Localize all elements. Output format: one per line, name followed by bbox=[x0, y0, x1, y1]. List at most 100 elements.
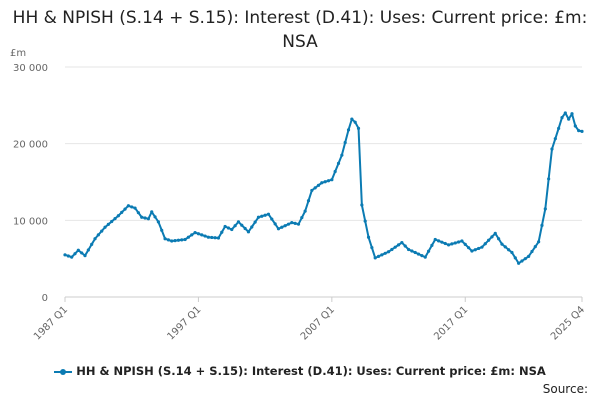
data-point bbox=[487, 238, 491, 242]
data-point bbox=[550, 147, 554, 151]
data-point bbox=[250, 225, 254, 229]
data-point bbox=[523, 257, 527, 261]
data-point bbox=[63, 253, 67, 257]
data-point bbox=[527, 254, 531, 258]
data-point bbox=[196, 232, 201, 236]
data-point bbox=[400, 240, 404, 245]
data-point bbox=[343, 140, 347, 145]
data-point bbox=[547, 177, 551, 181]
x-tick-label: 2017 Q1 bbox=[432, 304, 470, 342]
data-point bbox=[93, 237, 97, 241]
data-point bbox=[270, 217, 274, 221]
data-point bbox=[316, 183, 321, 187]
data-point bbox=[403, 244, 407, 248]
data-point bbox=[396, 243, 401, 247]
data-point bbox=[540, 223, 544, 227]
data-point bbox=[320, 181, 324, 185]
x-tick-label: 2025 Q4 bbox=[549, 304, 587, 342]
data-point bbox=[533, 245, 537, 249]
data-point bbox=[123, 207, 127, 211]
x-tick-label: 1987 Q1 bbox=[32, 304, 70, 342]
legend[interactable]: HH & NPISH (S.14 + S.15): Interest (D.41… bbox=[0, 364, 600, 378]
data-point bbox=[176, 238, 181, 242]
data-point bbox=[263, 213, 267, 217]
data-point bbox=[303, 209, 307, 213]
data-point bbox=[563, 111, 567, 115]
y-tick-label: 30 000 bbox=[13, 63, 48, 74]
data-point bbox=[507, 248, 511, 252]
data-point bbox=[193, 231, 197, 235]
data-point bbox=[330, 178, 334, 182]
data-point bbox=[80, 251, 84, 255]
data-point bbox=[153, 215, 157, 219]
data-point bbox=[166, 238, 170, 242]
data-point bbox=[106, 222, 110, 226]
data-point bbox=[216, 236, 221, 240]
data-point bbox=[537, 240, 541, 244]
data-point bbox=[306, 199, 311, 203]
data-point bbox=[477, 246, 481, 251]
data-point bbox=[450, 242, 454, 246]
data-point bbox=[353, 120, 357, 124]
data-point bbox=[206, 235, 211, 239]
data-point bbox=[253, 220, 257, 224]
y-axis-ticks: 0 10 000 20 000 30 000 bbox=[13, 63, 48, 304]
data-point bbox=[446, 243, 451, 247]
data-point bbox=[503, 245, 507, 249]
data-point bbox=[300, 216, 304, 220]
data-point bbox=[366, 235, 371, 239]
data-point bbox=[236, 220, 241, 224]
data-point bbox=[126, 204, 130, 208]
data-point bbox=[186, 235, 191, 239]
data-point bbox=[173, 239, 177, 243]
data-point bbox=[406, 247, 411, 252]
x-tick-label: 2007 Q1 bbox=[299, 304, 337, 342]
data-point bbox=[350, 117, 354, 121]
data-point bbox=[310, 188, 314, 193]
data-point bbox=[460, 239, 464, 243]
data-point bbox=[100, 229, 104, 233]
data-point bbox=[333, 169, 337, 174]
data-point bbox=[483, 242, 487, 246]
data-point bbox=[156, 220, 160, 224]
data-point bbox=[170, 239, 174, 243]
x-tick-label: 1997 Q1 bbox=[165, 304, 203, 342]
data-point bbox=[190, 233, 194, 237]
data-point bbox=[513, 256, 517, 260]
data-point bbox=[223, 224, 227, 229]
gridlines bbox=[65, 66, 582, 221]
data-point bbox=[440, 240, 444, 244]
data-point bbox=[423, 255, 427, 259]
data-point bbox=[430, 243, 434, 247]
data-point bbox=[340, 153, 344, 157]
data-point bbox=[356, 126, 361, 130]
data-point bbox=[73, 252, 77, 256]
data-point bbox=[180, 238, 184, 242]
data-point bbox=[230, 227, 234, 232]
data-point bbox=[86, 248, 90, 252]
data-point bbox=[490, 235, 494, 239]
data-point bbox=[113, 217, 117, 221]
data-point bbox=[233, 224, 237, 228]
data-point bbox=[96, 233, 100, 237]
data-point bbox=[150, 210, 154, 214]
data-point bbox=[473, 248, 477, 252]
data-point bbox=[520, 259, 524, 263]
data-point bbox=[226, 226, 231, 230]
data-point bbox=[146, 217, 150, 221]
data-point bbox=[413, 250, 417, 255]
data-point bbox=[293, 221, 297, 225]
data-point bbox=[443, 241, 447, 246]
data-point bbox=[136, 211, 140, 215]
x-axis: 1987 Q1 1997 Q1 2007 Q1 2017 Q1 2025 Q4 bbox=[32, 296, 587, 342]
data-point bbox=[276, 227, 281, 231]
data-point bbox=[386, 250, 391, 254]
data-point bbox=[76, 248, 80, 252]
data-point bbox=[220, 230, 224, 234]
data-point bbox=[283, 224, 287, 228]
data-point bbox=[560, 116, 564, 120]
data-point bbox=[480, 245, 484, 249]
data-point bbox=[393, 245, 397, 249]
data-point bbox=[286, 222, 291, 226]
series-line-group bbox=[63, 111, 584, 265]
